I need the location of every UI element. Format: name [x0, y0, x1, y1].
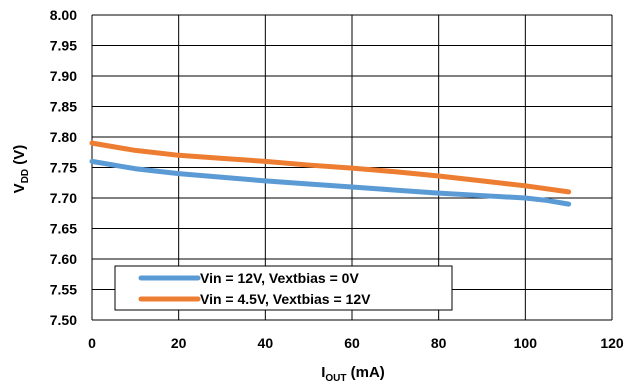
legend-label-series-1: Vin = 12V, Vextbias = 0V	[200, 270, 359, 286]
y-tick-label: 8.00	[50, 7, 77, 23]
y-tick-label: 7.80	[50, 129, 77, 145]
x-tick-label: 40	[258, 335, 274, 351]
y-tick-label: 7.55	[50, 282, 77, 298]
y-tick-label: 7.75	[50, 160, 77, 176]
y-tick-label: 7.65	[50, 221, 77, 237]
legend-label-series-2: Vin = 4.5V, Vextbias = 12V	[200, 291, 371, 307]
x-tick-label: 120	[600, 335, 624, 351]
x-axis-title-main: I	[321, 364, 325, 381]
y-axis-title-main: V	[11, 183, 28, 193]
x-axis-title: IOUT (mA)	[321, 364, 385, 384]
legend: Vin = 12V, Vextbias = 0V Vin = 4.5V, Vex…	[114, 265, 453, 311]
x-tick-label: 20	[171, 335, 187, 351]
x-tick-label: 100	[514, 335, 538, 351]
y-tick-label: 7.90	[50, 68, 77, 84]
x-tick-label: 60	[344, 335, 360, 351]
series-line-1	[89, 158, 572, 207]
legend-box	[114, 265, 453, 311]
y-axis-title-sub: DD	[20, 169, 31, 183]
series-lines	[89, 140, 572, 207]
y-tick-label: 7.60	[50, 251, 77, 267]
series-line-2	[89, 140, 572, 195]
y-tick-labels: 7.50 7.55 7.60 7.65 7.70 7.75 7.80 7.85 7.90 7.95…	[50, 7, 77, 328]
y-tick-label: 7.95	[50, 38, 77, 54]
x-tick-label: 80	[431, 335, 447, 351]
x-tick-label: 0	[88, 335, 96, 351]
x-axis-title-unit: (mA)	[346, 364, 384, 381]
y-tick-label: 7.70	[50, 190, 77, 206]
x-tick-labels: 0 20 40 60 80 100 120	[88, 335, 624, 351]
y-axis-title-unit: (V)	[11, 145, 28, 169]
x-axis-title-sub: OUT	[325, 373, 346, 384]
y-axis-title: VDD (V)	[11, 145, 31, 194]
y-tick-label: 7.85	[50, 99, 77, 115]
y-tick-label: 7.50	[50, 312, 77, 328]
